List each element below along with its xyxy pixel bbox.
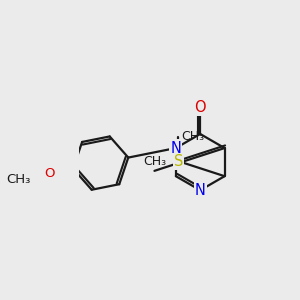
Text: S: S bbox=[174, 154, 183, 169]
Text: O: O bbox=[194, 100, 206, 115]
Text: CH₃: CH₃ bbox=[7, 173, 31, 186]
Text: CH₃: CH₃ bbox=[181, 130, 204, 143]
Text: O: O bbox=[44, 167, 55, 180]
Text: N: N bbox=[170, 141, 181, 156]
Text: N: N bbox=[195, 183, 206, 198]
Text: CH₃: CH₃ bbox=[143, 155, 166, 168]
